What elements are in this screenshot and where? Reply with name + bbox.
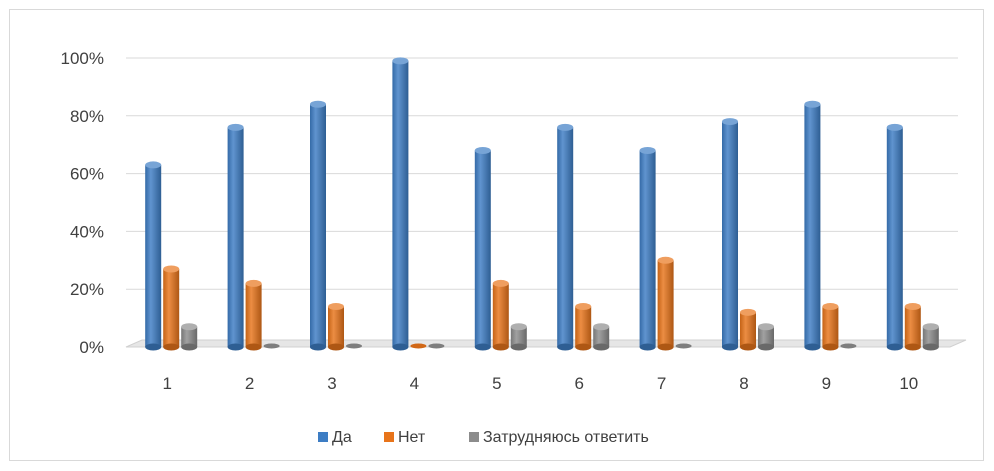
x-tick-label: 1 (162, 374, 171, 393)
bar-2-5 (492, 279, 509, 351)
bar-1-9 (804, 100, 821, 351)
legend-label: Затрудняюсь ответить (483, 429, 649, 446)
legend-label: Нет (398, 429, 426, 446)
bar-2-4 (410, 343, 427, 349)
x-tick-label: 3 (327, 374, 336, 393)
y-tick-label: 60% (70, 165, 104, 184)
bar-2-3 (328, 303, 344, 351)
bar-3-2 (263, 343, 280, 349)
bars (145, 57, 939, 351)
x-axis-ticks: 1 2 3 4 5 6 7 8 9 10 (162, 374, 918, 393)
bar-1-6 (557, 123, 574, 351)
bar-1-3 (310, 100, 326, 351)
x-tick-label: 6 (574, 374, 583, 393)
y-axis-ticks: 0% 20% 40% 60% 80% 100% (61, 49, 104, 357)
x-tick-label: 10 (899, 374, 918, 393)
legend-swatch (318, 432, 328, 442)
bar-3-3 (346, 343, 362, 349)
legend-swatch (469, 432, 479, 442)
gridlines (126, 57, 958, 290)
y-tick-label: 20% (70, 280, 104, 299)
x-tick-label: 7 (657, 374, 666, 393)
y-tick-label: 100% (61, 49, 104, 68)
chart-frame (9, 9, 984, 461)
y-tick-label: 80% (70, 107, 104, 126)
y-tick-label: 40% (70, 222, 104, 241)
bar-1-2 (227, 123, 244, 351)
bar-1-4 (392, 57, 409, 351)
x-tick-label: 4 (410, 374, 419, 393)
bar-2-2 (245, 279, 262, 351)
bar-3-1 (181, 323, 198, 351)
y-tick-label: 0% (79, 338, 104, 357)
bar-1-7 (639, 146, 656, 351)
bar-3-9 (840, 343, 857, 349)
bar-3-8 (758, 323, 774, 351)
legend-label: Да (332, 429, 352, 446)
bar-2-8 (740, 308, 756, 351)
bar-3-4 (428, 343, 445, 349)
bar-2-9 (822, 303, 839, 351)
bar-1-1 (145, 161, 162, 351)
bar-3-5 (510, 323, 527, 351)
bar-2-1 (163, 265, 180, 351)
bar-1-10 (886, 123, 903, 351)
x-tick-label: 8 (739, 374, 748, 393)
bar-1-5 (474, 146, 491, 351)
bar-1-8 (722, 118, 738, 351)
bar-2-7 (657, 256, 674, 351)
bar-3-6 (593, 323, 610, 351)
x-tick-label: 5 (492, 374, 501, 393)
bar-3-10 (922, 323, 939, 351)
bar-3-7 (675, 343, 692, 349)
x-tick-label: 9 (822, 374, 831, 393)
bar-2-6 (575, 303, 592, 351)
x-tick-label: 2 (245, 374, 254, 393)
bar-2-10 (904, 303, 921, 351)
legend-swatch (384, 432, 394, 442)
legend: Да Нет Затрудняюсь ответить (318, 429, 649, 446)
